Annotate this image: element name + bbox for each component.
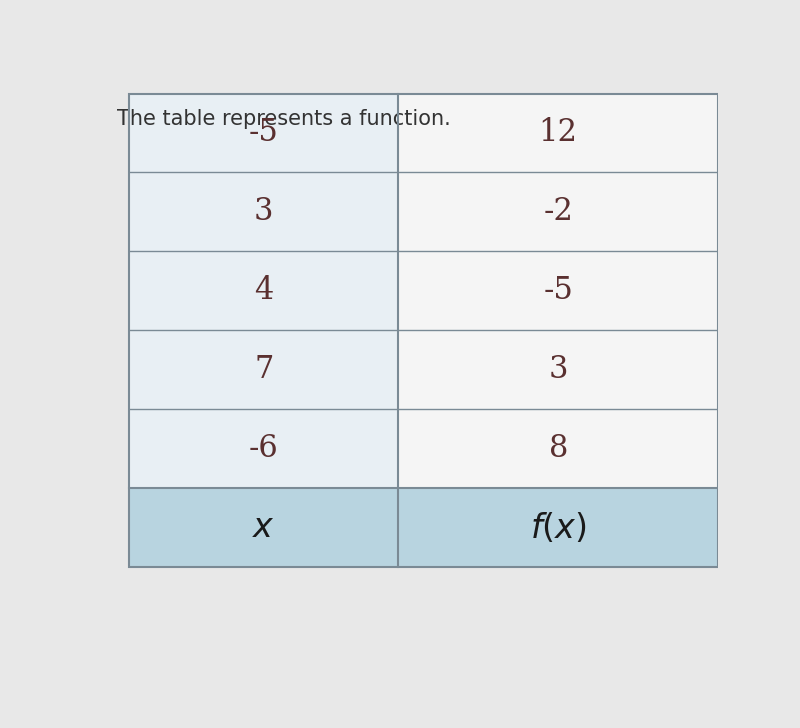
Text: 3: 3 (254, 197, 274, 227)
Text: -5: -5 (249, 117, 278, 149)
Text: $\mathit{x}$: $\mathit{x}$ (252, 511, 275, 544)
Bar (398, 93, 718, 173)
Bar (129, 331, 398, 409)
Text: -6: -6 (249, 433, 278, 464)
Text: 3: 3 (549, 355, 568, 385)
Bar (398, 251, 718, 331)
Bar (398, 409, 718, 488)
Text: 7: 7 (254, 355, 274, 385)
Text: -5: -5 (543, 275, 573, 306)
Bar (129, 409, 398, 488)
Bar (398, 173, 718, 251)
Bar (129, 173, 398, 251)
Text: -2: -2 (543, 197, 573, 227)
Bar (129, 251, 398, 331)
Bar (129, 488, 718, 567)
Text: $\mathbf{\mathit{f(x)}}$: $\mathbf{\mathit{f(x)}}$ (530, 510, 586, 545)
Bar (398, 331, 718, 409)
Bar (129, 93, 718, 567)
Text: The table represents a function.: The table represents a function. (118, 109, 451, 129)
Bar (129, 93, 398, 173)
Text: 8: 8 (549, 433, 568, 464)
Text: 4: 4 (254, 275, 274, 306)
Text: 12: 12 (538, 117, 578, 149)
